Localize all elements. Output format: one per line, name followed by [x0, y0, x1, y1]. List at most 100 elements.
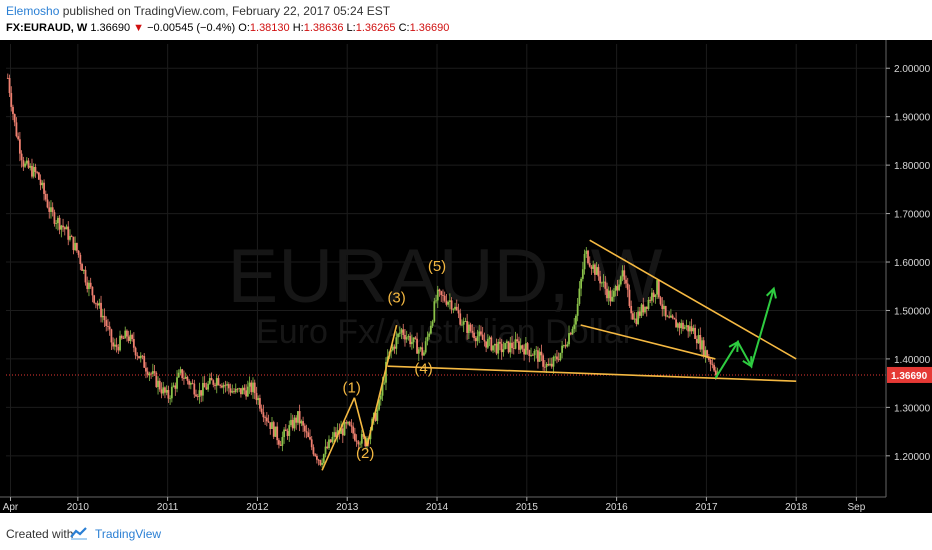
x-tick-label: Apr [3, 502, 19, 513]
candle-body [322, 454, 325, 463]
candle-body [632, 313, 634, 320]
last-price: 1.36690 [90, 22, 131, 34]
candle-body [492, 345, 494, 351]
x-tick-label: Sep [847, 502, 865, 513]
candle-body [630, 305, 633, 314]
projection-arrowhead-1 [728, 340, 739, 353]
candle-body [524, 343, 527, 355]
candle-body [307, 432, 310, 438]
author-link[interactable]: Elemosho [6, 4, 60, 18]
candle-body [633, 318, 636, 320]
candle-body [162, 387, 165, 394]
pattern-line-wave-1-up [321, 397, 356, 471]
candle-body [196, 396, 199, 398]
tradingview-logo-icon[interactable] [70, 526, 88, 540]
candle-body [690, 326, 693, 332]
tradingview-brand[interactable]: TradingView [95, 527, 162, 541]
candle-body [355, 440, 358, 442]
x-tick-label: 2016 [605, 502, 628, 513]
candle-body [12, 106, 14, 115]
candle-body [366, 438, 368, 447]
wave-label: (3) [387, 290, 405, 307]
candle-body [231, 391, 234, 393]
chart-area[interactable]: EURAUD, W Euro Fx/Australian Dollar (1) (2)… [0, 40, 932, 513]
candle-body [395, 337, 398, 349]
candle-body [699, 335, 702, 350]
candle-body [685, 325, 688, 328]
candle-body [77, 250, 80, 255]
candle-body [250, 382, 253, 393]
candle-body [664, 305, 667, 317]
candle-body [528, 350, 531, 356]
candle-body [300, 421, 303, 424]
candle-body [583, 253, 586, 270]
candle-body [493, 343, 496, 346]
candle-body [353, 433, 356, 441]
candle-body [48, 207, 51, 212]
candle-body [594, 264, 596, 275]
candle-body [65, 226, 68, 230]
candle-body [101, 315, 104, 318]
candle-body [69, 235, 71, 240]
candle-body [132, 339, 135, 348]
candle-body [488, 337, 491, 340]
candle-body [74, 243, 77, 251]
candle-body [562, 345, 565, 347]
candle-body [329, 439, 332, 443]
candle-body [96, 303, 99, 306]
candle-body [241, 387, 244, 395]
candle-body [571, 328, 574, 335]
candle-body [117, 346, 120, 351]
candle-body [542, 355, 545, 367]
candle-body [243, 387, 246, 391]
candle-body [148, 373, 151, 376]
candle-body [457, 310, 460, 314]
candle-body [448, 300, 451, 302]
candle-body [60, 225, 63, 230]
candle-body [504, 343, 507, 350]
candle-body [198, 390, 201, 398]
x-tick-label: 2012 [246, 502, 269, 513]
candle-body [635, 318, 638, 325]
candle-body [666, 316, 669, 318]
candle-body [466, 321, 469, 333]
candle-body [167, 390, 170, 399]
chart-header: Elemosho published on TradingView.com, F… [0, 0, 932, 40]
candle-body [303, 425, 306, 432]
price-change: −0.00545 (−0.4%) [147, 22, 236, 34]
candle-body [507, 341, 510, 353]
candle-body [497, 341, 500, 354]
candle-body [226, 384, 229, 386]
candle-body [13, 114, 16, 123]
candle-body [91, 286, 94, 296]
candle-body [564, 345, 567, 347]
candle-body [238, 388, 241, 390]
candle-body [343, 422, 346, 436]
candle-body [208, 378, 211, 384]
candle-body [412, 337, 415, 342]
y-tick-label: 1.70000 [894, 210, 931, 221]
candle-body [385, 362, 387, 383]
wave-label: (5) [428, 258, 446, 275]
pattern-line-triangle-lower [580, 324, 716, 360]
candle-body [24, 163, 26, 167]
candle-body [467, 324, 470, 333]
candle-body [702, 340, 705, 356]
candle-body [229, 388, 232, 393]
candle-body [675, 319, 677, 328]
candle-body [511, 342, 513, 348]
candle-body [262, 412, 265, 418]
x-tick-label: 2015 [516, 502, 539, 513]
wave-label: (1) [343, 379, 361, 396]
candle-body [414, 337, 417, 339]
candle-body [445, 300, 448, 305]
candle-body [119, 335, 121, 351]
candle-body [611, 296, 614, 302]
candle-body [82, 269, 85, 271]
candle-body [265, 417, 268, 422]
candle-body [455, 306, 458, 311]
candle-body [566, 344, 569, 347]
candle-body [426, 336, 429, 342]
candle-body [687, 325, 690, 332]
